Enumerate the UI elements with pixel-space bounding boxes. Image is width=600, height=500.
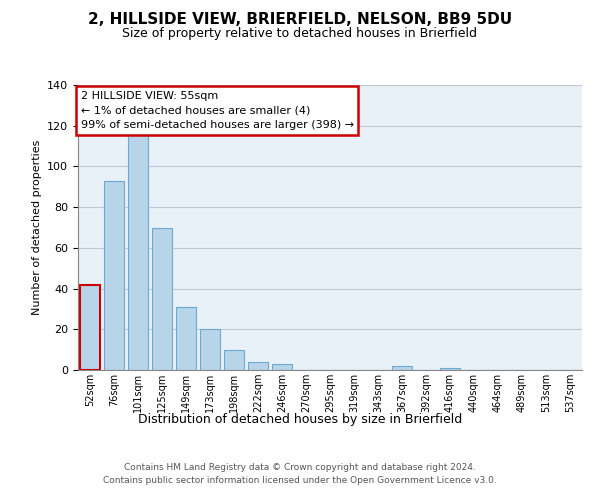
Text: 2 HILLSIDE VIEW: 55sqm
← 1% of detached houses are smaller (4)
99% of semi-detac: 2 HILLSIDE VIEW: 55sqm ← 1% of detached … bbox=[80, 90, 353, 130]
Bar bbox=[440, 368, 460, 370]
Bar bbox=[152, 228, 172, 370]
Y-axis label: Number of detached properties: Number of detached properties bbox=[32, 140, 41, 315]
Bar bbox=[248, 362, 268, 370]
Text: Contains HM Land Registry data © Crown copyright and database right 2024.: Contains HM Land Registry data © Crown c… bbox=[124, 464, 476, 472]
Bar bbox=[104, 180, 124, 370]
Bar bbox=[80, 284, 100, 370]
Bar bbox=[272, 364, 292, 370]
Text: Contains public sector information licensed under the Open Government Licence v3: Contains public sector information licen… bbox=[103, 476, 497, 485]
Text: 2, HILLSIDE VIEW, BRIERFIELD, NELSON, BB9 5DU: 2, HILLSIDE VIEW, BRIERFIELD, NELSON, BB… bbox=[88, 12, 512, 28]
Bar bbox=[392, 366, 412, 370]
Bar bbox=[224, 350, 244, 370]
Bar bbox=[176, 307, 196, 370]
Bar bbox=[200, 330, 220, 370]
Bar bbox=[128, 134, 148, 370]
Text: Distribution of detached houses by size in Brierfield: Distribution of detached houses by size … bbox=[138, 412, 462, 426]
Text: Size of property relative to detached houses in Brierfield: Size of property relative to detached ho… bbox=[122, 28, 478, 40]
